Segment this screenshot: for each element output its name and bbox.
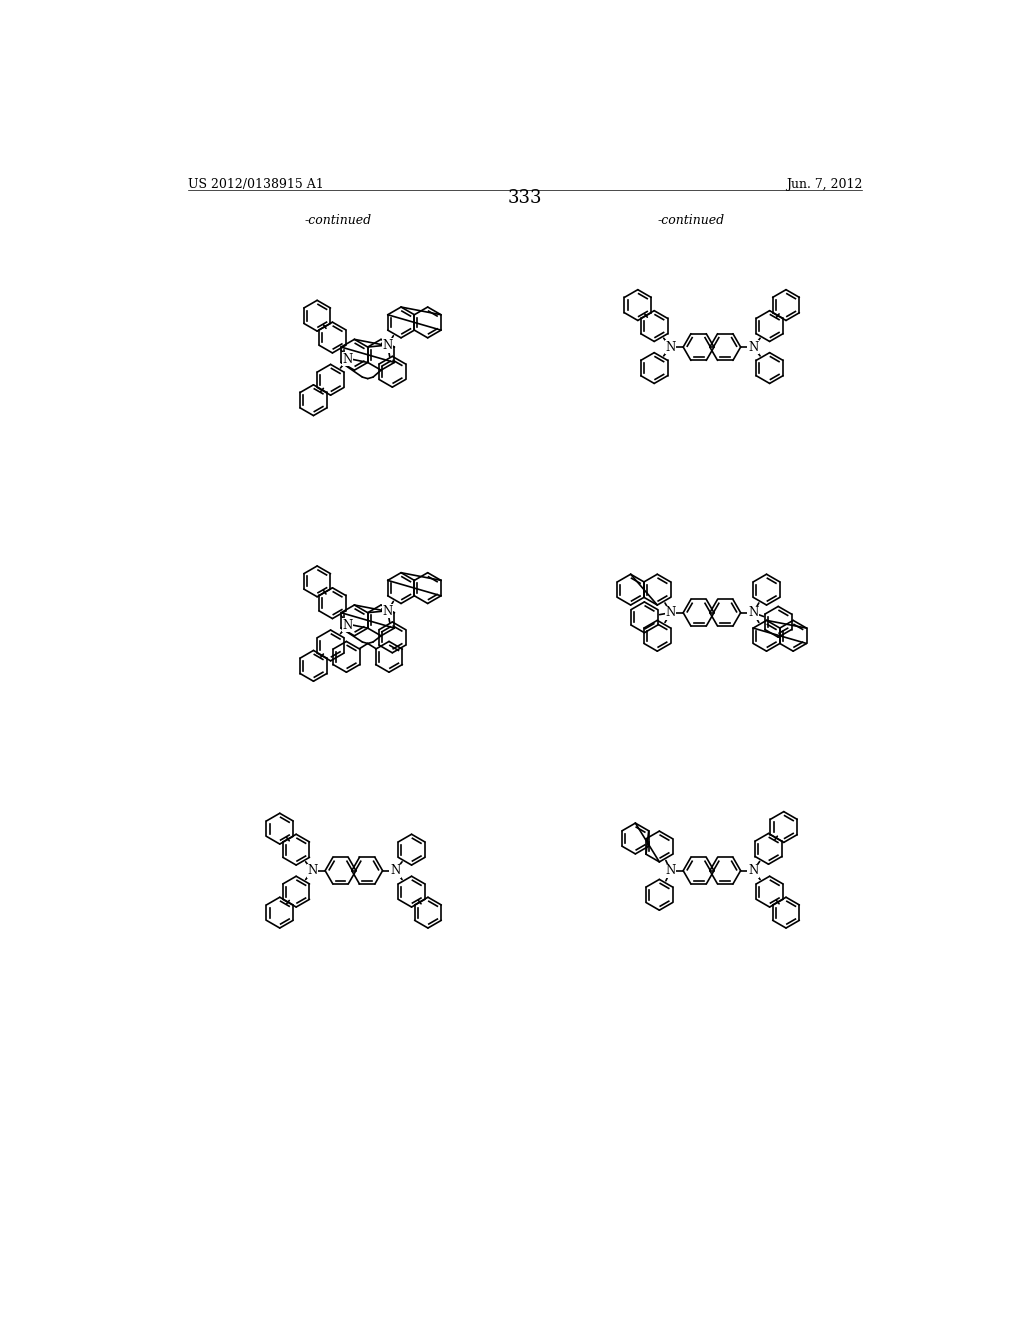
- Text: US 2012/0138915 A1: US 2012/0138915 A1: [188, 178, 324, 190]
- Text: N: N: [666, 606, 676, 619]
- Text: N: N: [666, 865, 676, 878]
- Text: 333: 333: [508, 189, 542, 207]
- Text: N: N: [383, 605, 393, 618]
- Text: N: N: [390, 865, 400, 878]
- Text: N: N: [666, 341, 676, 354]
- Text: N: N: [307, 865, 317, 878]
- Text: -continued: -continued: [657, 214, 725, 227]
- Text: -continued: -continued: [305, 214, 372, 227]
- Text: N: N: [749, 865, 759, 878]
- Text: Jun. 7, 2012: Jun. 7, 2012: [785, 178, 862, 190]
- Text: N: N: [383, 339, 393, 352]
- Text: N: N: [343, 352, 353, 366]
- Text: N: N: [749, 341, 759, 354]
- Text: N: N: [749, 606, 759, 619]
- Text: N: N: [343, 619, 353, 631]
